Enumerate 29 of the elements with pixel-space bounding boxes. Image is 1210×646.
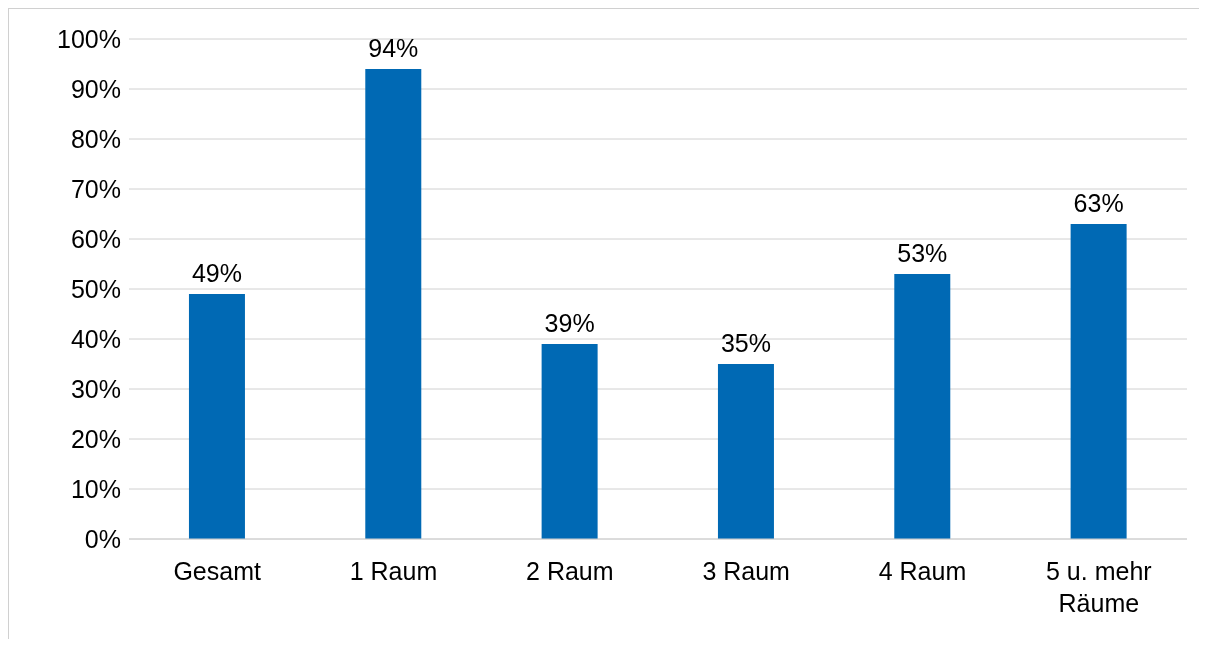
y-tick-label: 80% [70, 124, 121, 153]
data-label: 63% [1073, 189, 1124, 217]
y-tick-label: 70% [70, 174, 121, 203]
y-tick-label: 20% [70, 424, 121, 453]
bar [541, 344, 598, 539]
x-tick-label: 3 Raum [702, 556, 790, 585]
bar [717, 364, 774, 539]
y-tick-label: 50% [70, 274, 121, 303]
bar [894, 274, 951, 539]
y-tick-label: 0% [84, 524, 121, 553]
data-label: 49% [191, 259, 242, 287]
y-tick-label: 60% [70, 224, 121, 253]
bar [188, 294, 245, 539]
y-tick-label: 10% [70, 474, 121, 503]
x-tick-label: 4 Raum [878, 556, 967, 585]
bar [1070, 224, 1127, 539]
y-tick-label: 100% [57, 24, 121, 53]
data-label: 35% [720, 329, 771, 357]
data-label: 53% [897, 239, 948, 267]
data-label: 94% [368, 34, 419, 62]
x-tick-label: 2 Raum [526, 556, 614, 585]
y-tick-label: 30% [70, 374, 121, 403]
bar [365, 69, 422, 539]
x-tick-label: 1 Raum [349, 556, 438, 585]
data-label: 39% [544, 309, 595, 337]
y-tick-label: 90% [70, 74, 121, 103]
x-tick-label: Gesamt [173, 556, 261, 585]
x-tick-label: 5 u. mehr Räume [1046, 556, 1152, 617]
y-tick-label: 40% [70, 324, 121, 353]
